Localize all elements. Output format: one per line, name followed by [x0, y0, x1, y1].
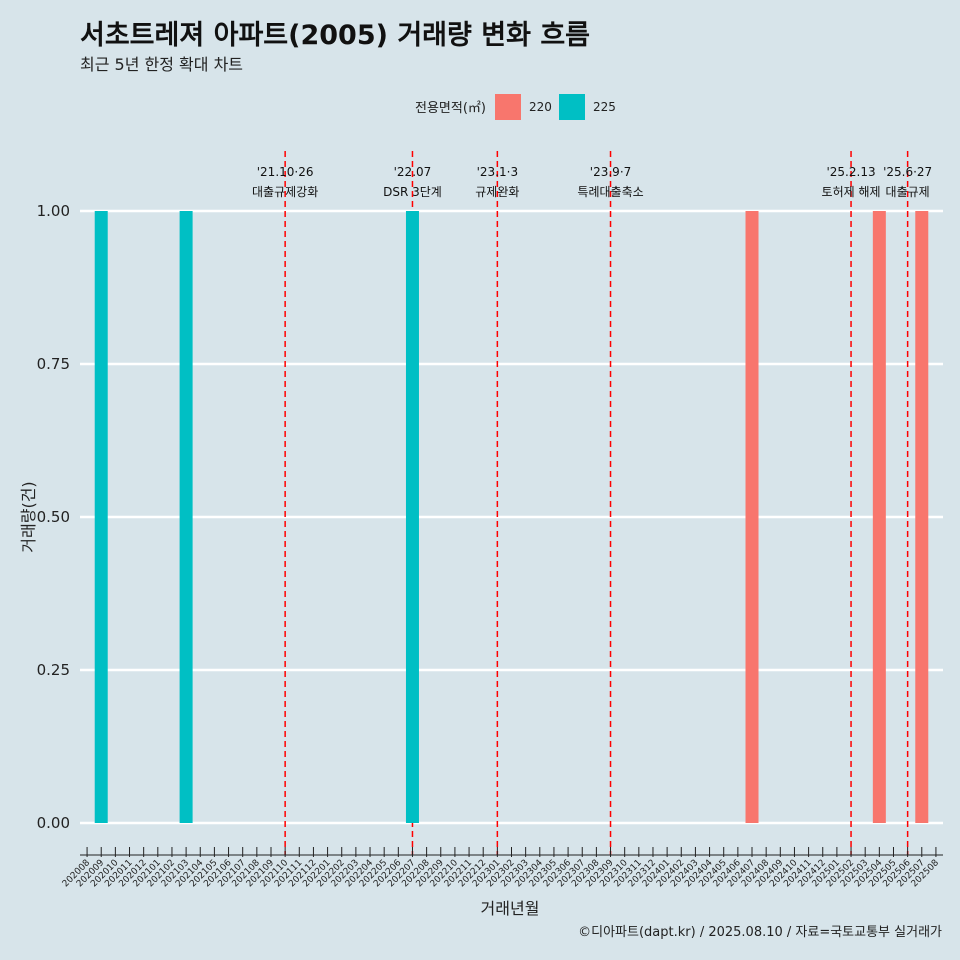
y-axis-title: 거래량(건)	[19, 481, 38, 552]
y-tick-label: 0.25	[37, 661, 70, 679]
y-tick-label: 1.00	[37, 202, 70, 220]
event-date-202110: '21.10·26	[257, 165, 314, 179]
legend-label-220: 220	[529, 100, 552, 114]
bar-220-202407	[745, 211, 759, 823]
chart-title: 서초트레져 아파트(2005) 거래량 변화 흐름	[80, 20, 590, 51]
bar-225-202207	[405, 211, 419, 823]
event-date-202309: '23.9·7	[590, 165, 631, 179]
legend-label-225: 225	[593, 100, 616, 114]
event-date-202506: '25.6·27	[883, 165, 932, 179]
event-date-202502: '25.2.13	[826, 165, 875, 179]
bar-225-202009	[94, 211, 108, 823]
y-tick-label: 0.75	[37, 355, 70, 373]
event-label-202301: 규제완화	[475, 185, 519, 199]
event-date-202301: '23.1·3	[477, 165, 518, 179]
bars	[94, 211, 929, 823]
event-label-202207: DSR 3단계	[383, 185, 442, 199]
legend: 전용면적(㎡) 220 225	[415, 94, 616, 120]
event-date-202207: '22.07	[394, 165, 432, 179]
event-label-202309: 특례대출축소	[577, 185, 643, 199]
bar-220-202507	[915, 211, 929, 823]
grid: 0.00 0.25 0.50 0.75 1.00	[37, 202, 943, 832]
event-label-202502: 토허제 해제	[822, 185, 881, 199]
y-tick-label: 0.00	[37, 814, 70, 832]
legend-swatch-220	[495, 94, 521, 120]
x-axis-title: 거래년월	[481, 899, 540, 918]
event-annotations: '21.10·26 대출규제강화 '22.07 DSR 3단계 '23.1·3 규제완화 '…	[252, 151, 932, 855]
bar-220-202504	[872, 211, 886, 823]
event-label-202110: 대출규제강화	[252, 185, 318, 199]
y-tick-label: 0.50	[37, 508, 70, 526]
legend-swatch-225	[559, 94, 585, 120]
event-label-202506: 대출규제	[886, 185, 930, 199]
axes: 2020082020092020102020112020122021012021…	[61, 847, 943, 889]
bar-225-202103	[179, 211, 193, 823]
legend-title: 전용면적(㎡)	[415, 101, 486, 116]
caption: ©디아파트(dapt.kr) / 2025.08.10 / 자료=국토교통부 실…	[578, 925, 942, 940]
chart-subtitle: 최근 5년 한정 확대 차트	[80, 55, 243, 74]
